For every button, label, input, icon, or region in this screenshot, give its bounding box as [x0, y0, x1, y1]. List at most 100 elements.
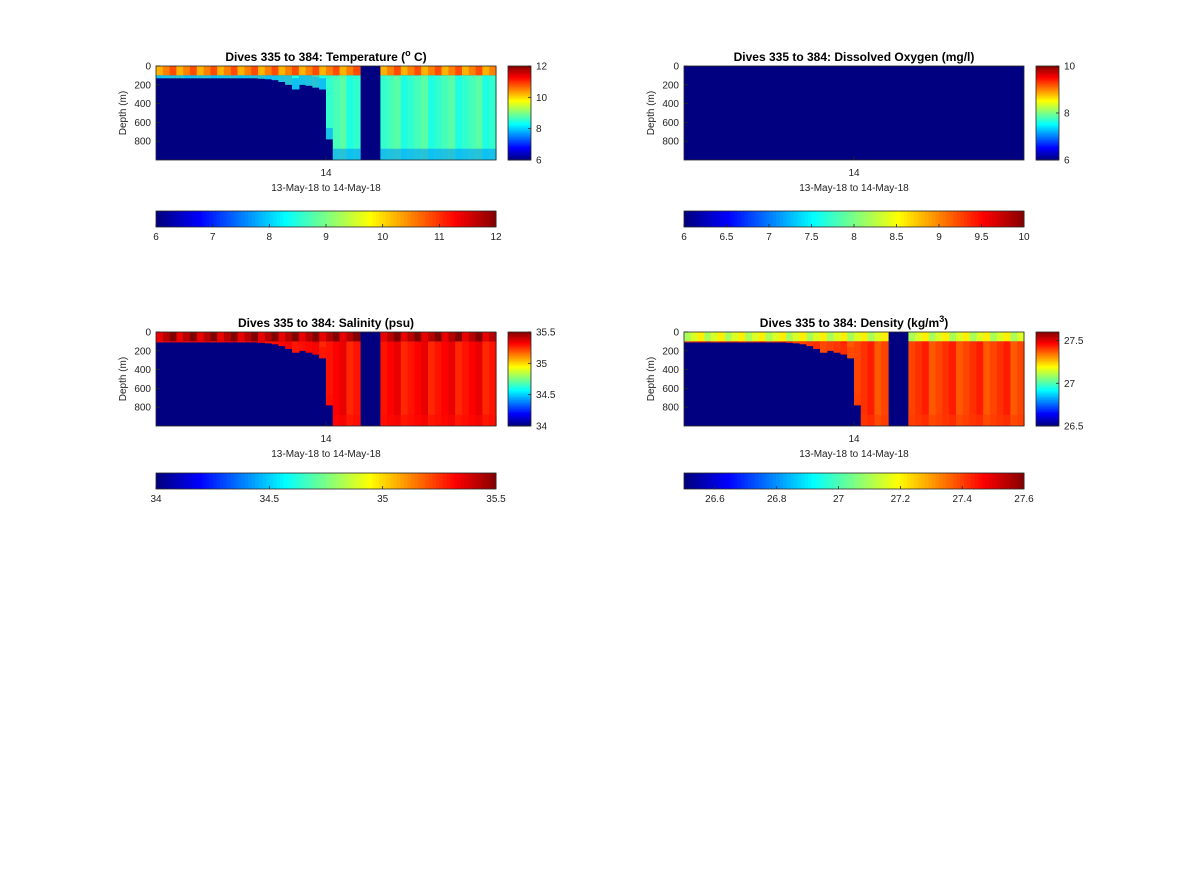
hbar-step — [715, 211, 720, 227]
dive-column — [305, 332, 313, 353]
dive-column — [840, 332, 848, 355]
dive-column — [380, 66, 388, 160]
dive-column — [217, 66, 225, 79]
hbar-step — [903, 211, 908, 227]
bottom-cell — [346, 148, 354, 160]
hbar-tick-label: 35.5 — [486, 494, 506, 505]
dive-column — [169, 66, 177, 79]
hbar-step — [885, 473, 890, 489]
hbar-step — [372, 211, 377, 227]
title-main: Dives 335 to 384: Dissolved Oxygen (mg/l… — [734, 50, 975, 64]
bottom-cell — [251, 341, 259, 343]
colorbar-step — [508, 93, 531, 96]
colorbar-step — [1036, 352, 1059, 355]
bottom-cell — [339, 148, 347, 160]
dive-column — [183, 66, 191, 79]
hbar-step — [308, 473, 313, 489]
bottom-cell — [922, 414, 930, 426]
dive-column — [203, 332, 211, 343]
colorbar-step — [1036, 411, 1059, 414]
bottom-cell — [217, 75, 225, 79]
dive-column — [962, 332, 971, 426]
bottom-cell — [190, 75, 198, 79]
colorbar-step — [1036, 336, 1059, 339]
surface-cell — [271, 66, 279, 76]
bottom-cell — [258, 75, 266, 79]
deep-cell — [983, 341, 991, 426]
hbar-step — [432, 211, 437, 227]
hbar-step — [326, 473, 331, 489]
dive-column — [724, 332, 733, 343]
colorbar-step — [508, 154, 531, 157]
surface-cell — [724, 332, 733, 342]
bottom-cell — [353, 414, 361, 426]
colorbar-step — [1036, 157, 1059, 160]
bottom-cell — [278, 341, 286, 347]
bottom-cell — [996, 414, 1005, 426]
surface-cell — [690, 332, 699, 342]
bottom-cell — [840, 343, 848, 355]
bottom-cell — [455, 414, 463, 426]
hbar-step — [988, 473, 993, 489]
colorbar-tick-label: 12 — [536, 62, 548, 73]
hbar-step — [839, 473, 844, 489]
dive-column — [697, 332, 705, 343]
colorbar-step — [508, 67, 531, 70]
hbar-step — [279, 473, 284, 489]
surface-cell — [833, 332, 841, 342]
colorbar-step — [1036, 358, 1059, 361]
hbar-step — [262, 473, 267, 489]
dive-column — [718, 332, 726, 343]
hbar-step — [878, 473, 883, 489]
colorbar-step — [1036, 412, 1059, 415]
colorbar-step — [508, 157, 531, 160]
hbar-step — [737, 473, 742, 489]
bottom-cell — [833, 341, 841, 353]
hbar-step — [241, 211, 246, 227]
hbar-step — [166, 211, 171, 227]
surface-cell — [455, 332, 463, 342]
colorbar-step — [1036, 76, 1059, 79]
hbar-step — [907, 211, 912, 227]
surface-cell — [339, 332, 347, 342]
hbar-step — [311, 211, 316, 227]
dive-column — [915, 332, 923, 426]
colorbar-step — [508, 414, 531, 417]
dive-column — [210, 332, 218, 343]
colorbar-step — [508, 92, 531, 95]
surface-cell — [475, 66, 483, 76]
hbar-tick-label: 27 — [833, 494, 845, 505]
colorbar-step — [1036, 370, 1059, 373]
deep-cell — [448, 341, 456, 426]
surface-cell — [462, 66, 470, 76]
surface-cell — [949, 332, 957, 342]
hbar-step — [428, 211, 433, 227]
hbar-step — [935, 211, 940, 227]
hbar-step — [209, 211, 214, 227]
colorbar-step — [508, 129, 531, 132]
surface-cell — [258, 66, 266, 76]
bottom-cell — [489, 414, 497, 426]
hbar-step — [478, 211, 483, 227]
colorbar-step — [1036, 146, 1059, 149]
dive-column — [258, 332, 266, 343]
dive-column — [394, 332, 402, 426]
horizontal-colorbar: 6 6.5 7 7.5 8 8.5 9 9.5 10 — [681, 210, 1030, 243]
colorbar-step — [508, 114, 531, 117]
hbar-tick-label: 12 — [490, 232, 502, 243]
colorbar-step — [508, 127, 531, 130]
dive-column — [956, 332, 964, 426]
hbar-step — [368, 211, 373, 227]
hbar-frame — [155, 472, 497, 490]
surface-cell — [196, 332, 205, 342]
title-end: ) — [944, 316, 948, 330]
hbar-tick-label: 6.5 — [720, 232, 734, 243]
hbar-step — [825, 211, 830, 227]
hbar-step — [329, 473, 334, 489]
hbar-step — [474, 473, 479, 489]
hbar-step — [418, 211, 423, 227]
bottom-cell — [414, 414, 422, 426]
bottom-cell — [711, 341, 719, 343]
surface-cell — [156, 66, 164, 76]
colorbar-step — [1036, 130, 1059, 133]
